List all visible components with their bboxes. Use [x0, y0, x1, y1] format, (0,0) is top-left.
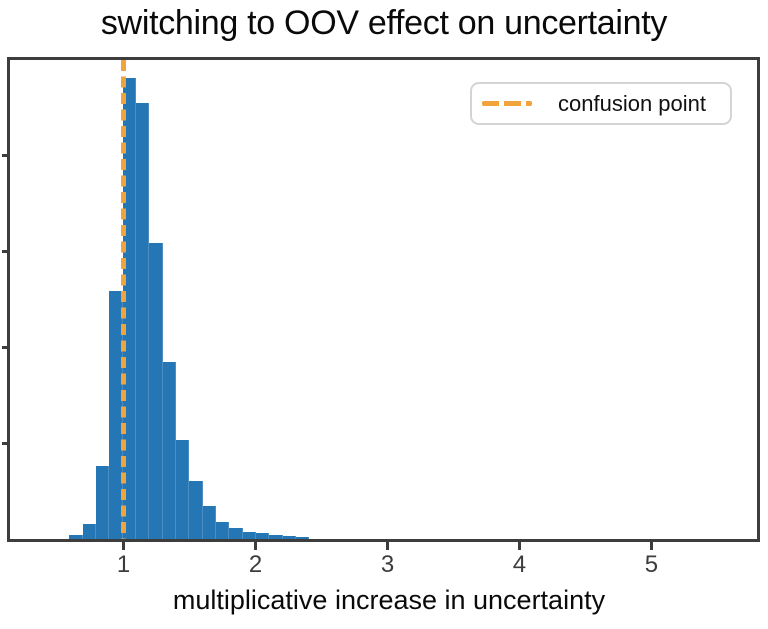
- legend-box: confusion point: [470, 82, 732, 125]
- histogram-bar: [282, 535, 296, 539]
- x-tick-label: 4: [512, 551, 527, 578]
- x-tick-mark: [517, 541, 521, 550]
- confusion-point-vline: [121, 60, 126, 539]
- x-tick-label: 1: [116, 551, 131, 578]
- x-tick-label: 5: [644, 551, 659, 578]
- chart-title: switching to OOV effect on uncertainty: [100, 4, 668, 42]
- histogram-bar: [96, 466, 110, 539]
- histogram-bar: [149, 243, 163, 539]
- y-tick-mark: [2, 250, 7, 254]
- x-tick-mark: [254, 541, 257, 550]
- y-tick-mark: [2, 345, 7, 349]
- histogram-bar: [256, 533, 270, 539]
- histogram-bar: [229, 527, 243, 539]
- x-axis-label: multiplicative increase in uncertainty: [172, 585, 606, 615]
- histogram-bar: [136, 103, 150, 539]
- histogram-bar: [122, 77, 136, 539]
- histogram-bar: [189, 481, 203, 539]
- histogram-bar: [176, 439, 190, 539]
- histogram-bar: [242, 531, 256, 539]
- histogram-bar: [162, 362, 176, 539]
- y-tick-mark: [2, 154, 7, 158]
- histogram-bar: [269, 535, 283, 539]
- x-tick-mark: [649, 541, 653, 550]
- x-tick-mark: [386, 541, 389, 550]
- histogram-bar: [69, 535, 83, 539]
- y-tick-mark: [2, 441, 7, 445]
- legend-label: confusion point: [558, 90, 706, 116]
- histogram-bar: [82, 523, 96, 539]
- histogram-bar: [296, 536, 310, 539]
- histogram-bar: [109, 291, 123, 539]
- histogram-bar: [202, 505, 216, 539]
- plot-area: [7, 57, 760, 542]
- x-tick-mark: [122, 541, 125, 550]
- histogram-bars-layer: [10, 60, 757, 539]
- histogram-bar: [216, 521, 230, 539]
- x-tick-label: 2: [248, 551, 263, 578]
- x-tick-label: 3: [380, 551, 395, 578]
- dashed-line-icon: [482, 101, 532, 106]
